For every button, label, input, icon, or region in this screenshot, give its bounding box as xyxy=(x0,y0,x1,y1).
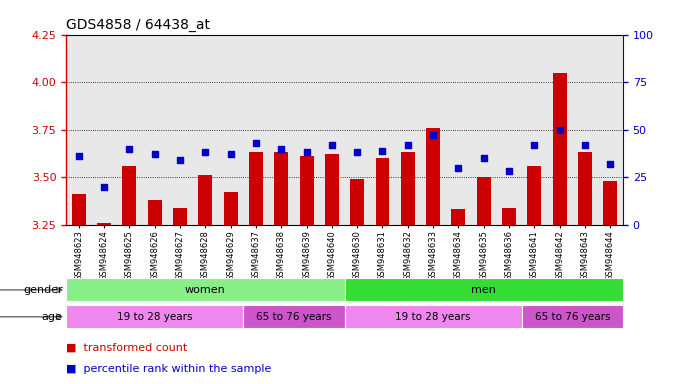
Point xyxy=(251,140,262,146)
Text: 19 to 28 years: 19 to 28 years xyxy=(395,312,471,322)
Point xyxy=(351,149,363,156)
Point xyxy=(453,165,464,171)
Text: gender: gender xyxy=(23,285,63,295)
Bar xyxy=(502,207,516,225)
Bar xyxy=(522,305,623,328)
Bar xyxy=(173,207,187,225)
Point xyxy=(200,149,211,156)
Text: age: age xyxy=(42,312,63,322)
Bar xyxy=(97,223,111,225)
Point xyxy=(301,149,312,156)
Bar xyxy=(350,179,364,225)
Point xyxy=(326,142,338,148)
Bar xyxy=(66,305,244,328)
Bar xyxy=(244,305,345,328)
Bar xyxy=(603,181,617,225)
Point xyxy=(175,157,186,163)
Text: 65 to 76 years: 65 to 76 years xyxy=(256,312,332,322)
Point xyxy=(276,146,287,152)
Point xyxy=(99,184,110,190)
Bar xyxy=(249,152,263,225)
Bar xyxy=(148,200,161,225)
Bar xyxy=(345,278,623,301)
Text: women: women xyxy=(185,285,226,295)
Text: men: men xyxy=(471,285,496,295)
Point xyxy=(427,132,438,138)
Text: 65 to 76 years: 65 to 76 years xyxy=(535,312,610,322)
Point xyxy=(149,151,160,157)
Bar xyxy=(299,156,313,225)
Bar xyxy=(72,194,86,225)
Bar xyxy=(66,278,345,301)
Text: GDS4858 / 64438_at: GDS4858 / 64438_at xyxy=(66,18,210,32)
Text: ■  percentile rank within the sample: ■ percentile rank within the sample xyxy=(66,364,271,374)
Point xyxy=(377,147,388,154)
Bar xyxy=(528,166,541,225)
Bar xyxy=(198,175,212,225)
Bar xyxy=(426,128,440,225)
Text: 19 to 28 years: 19 to 28 years xyxy=(117,312,193,322)
Point xyxy=(402,142,413,148)
Bar xyxy=(553,73,567,225)
Point xyxy=(124,146,135,152)
Bar xyxy=(376,158,390,225)
Point xyxy=(73,153,84,159)
Bar xyxy=(345,305,522,328)
Point xyxy=(554,127,565,133)
Point xyxy=(225,151,236,157)
Point xyxy=(579,142,590,148)
Text: ■  transformed count: ■ transformed count xyxy=(66,343,187,353)
Bar xyxy=(401,152,415,225)
Bar xyxy=(122,166,136,225)
Point xyxy=(478,155,489,161)
Bar xyxy=(477,177,491,225)
Bar xyxy=(325,154,339,225)
Point xyxy=(503,168,514,174)
Point xyxy=(605,161,616,167)
Bar xyxy=(274,152,288,225)
Bar xyxy=(578,152,592,225)
Bar xyxy=(452,209,466,225)
Point xyxy=(529,142,540,148)
Bar xyxy=(223,192,237,225)
